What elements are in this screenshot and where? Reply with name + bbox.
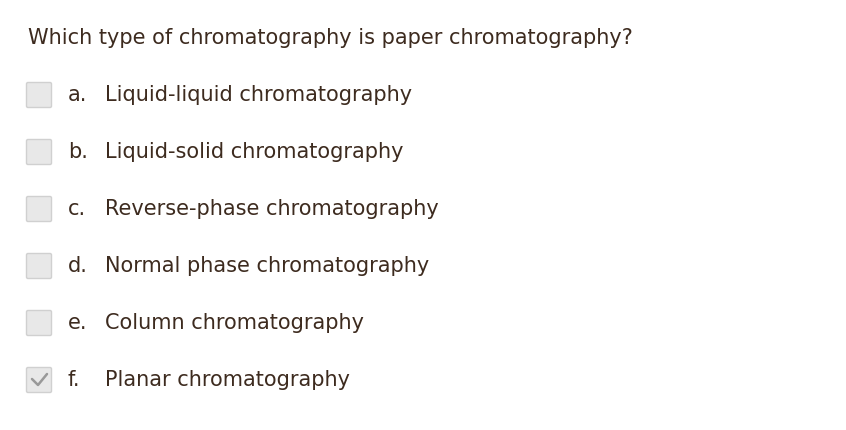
FancyBboxPatch shape	[26, 197, 52, 221]
Text: Which type of chromatography is paper chromatography?: Which type of chromatography is paper ch…	[28, 28, 633, 48]
Text: Liquid-solid chromatography: Liquid-solid chromatography	[105, 142, 404, 162]
Text: Liquid-liquid chromatography: Liquid-liquid chromatography	[105, 85, 412, 105]
Text: Normal phase chromatography: Normal phase chromatography	[105, 256, 429, 276]
Text: c.: c.	[68, 199, 86, 219]
FancyBboxPatch shape	[26, 139, 52, 165]
Text: Planar chromatography: Planar chromatography	[105, 370, 350, 390]
Text: e.: e.	[68, 313, 87, 333]
Text: f.: f.	[68, 370, 80, 390]
Text: Column chromatography: Column chromatography	[105, 313, 364, 333]
Text: d.: d.	[68, 256, 88, 276]
FancyBboxPatch shape	[26, 310, 52, 335]
Text: Reverse-phase chromatography: Reverse-phase chromatography	[105, 199, 439, 219]
Text: b.: b.	[68, 142, 88, 162]
FancyBboxPatch shape	[26, 254, 52, 279]
FancyBboxPatch shape	[26, 368, 52, 393]
FancyBboxPatch shape	[26, 83, 52, 108]
Text: a.: a.	[68, 85, 87, 105]
